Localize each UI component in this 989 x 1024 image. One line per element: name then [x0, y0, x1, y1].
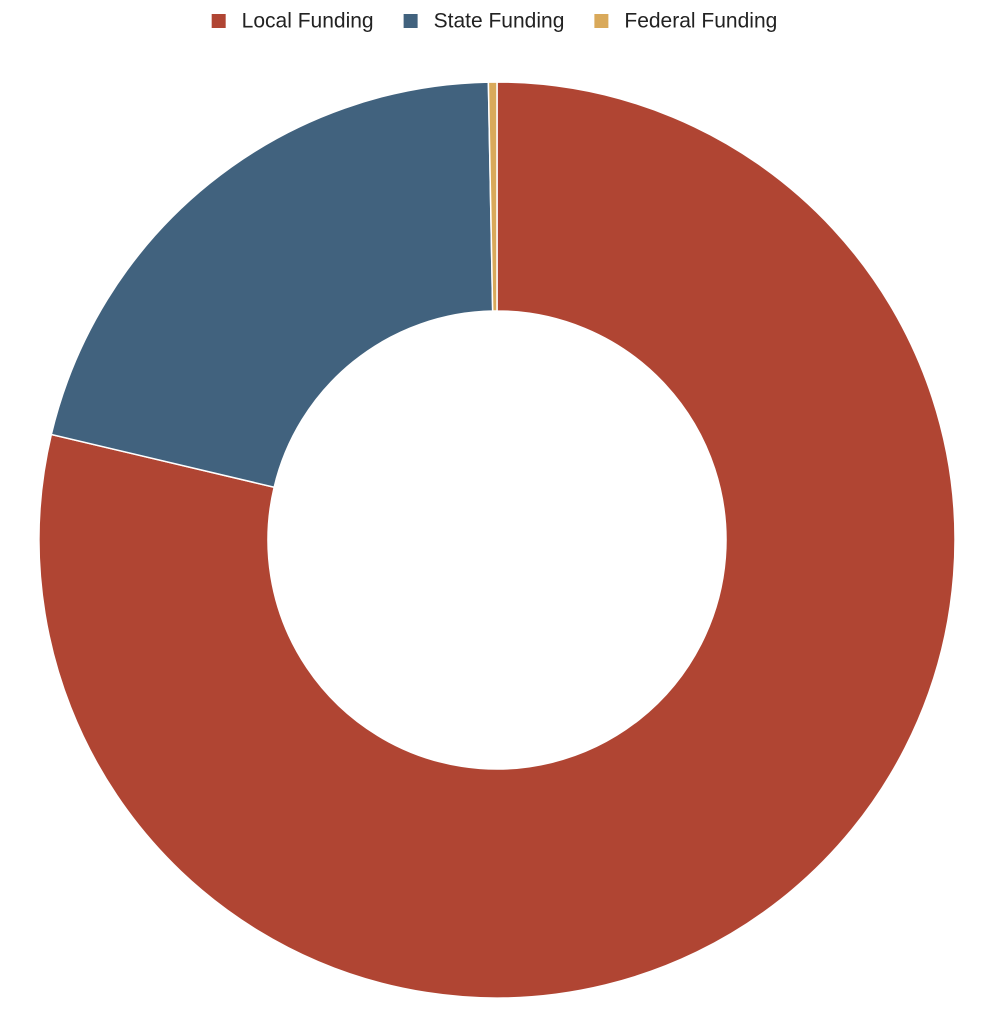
legend-swatch	[211, 14, 226, 28]
donut-slice	[38, 81, 956, 999]
legend-label: Federal Funding	[624, 10, 777, 33]
legend-swatch	[594, 14, 609, 28]
legend-label: Local Funding	[242, 10, 374, 33]
donut-slice	[487, 81, 498, 312]
legend-label: State Funding	[434, 10, 565, 33]
donut-slice	[50, 81, 494, 489]
legend-swatch	[403, 14, 418, 28]
